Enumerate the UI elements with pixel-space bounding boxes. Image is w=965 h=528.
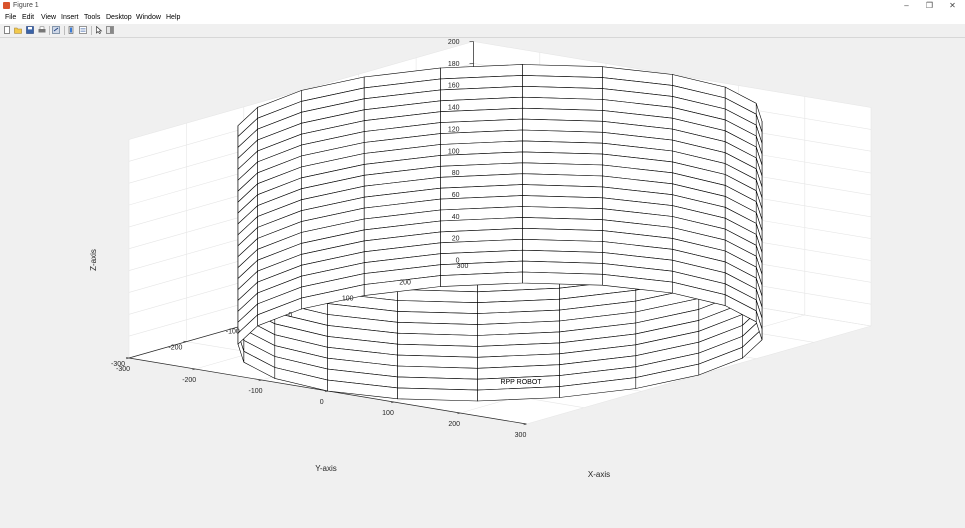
x-tick-label: -200 xyxy=(182,377,196,384)
title-bar: Figure 1 – ❐ ✕ xyxy=(0,0,965,12)
plot-tools-icon[interactable] xyxy=(106,26,114,34)
z-tick-label: 0 xyxy=(456,258,460,265)
tick-labels: -300-200-1000100200300-300-200-100010020… xyxy=(111,39,526,439)
z-tick-label: 120 xyxy=(448,126,460,133)
surface-patch xyxy=(397,387,478,402)
open-file-icon[interactable] xyxy=(14,26,22,34)
menu-view[interactable]: View xyxy=(41,14,57,21)
new-figure-icon[interactable] xyxy=(3,26,11,34)
x-tick xyxy=(523,423,527,426)
restore-button[interactable]: ❐ xyxy=(925,1,934,10)
x-tick xyxy=(457,412,461,415)
axes-3d[interactable]: -300-200-1000100200300-300-200-100010020… xyxy=(0,38,965,523)
z-tick-label: 200 xyxy=(448,39,460,46)
menu-bar: File Edit View Insert Tools Desktop Wind… xyxy=(0,12,965,33)
y-tick-label: -200 xyxy=(168,345,182,352)
toolbar-separator xyxy=(91,26,92,35)
x-tick-label: 200 xyxy=(448,421,460,428)
z-tick-label: 60 xyxy=(452,192,460,199)
x-tick-label: -300 xyxy=(116,366,130,373)
z-tick-label: 20 xyxy=(452,236,460,243)
toolbar-separator xyxy=(49,26,50,35)
z-tick-label: 140 xyxy=(448,105,460,112)
surface-patch xyxy=(724,294,757,323)
cylinder-surface xyxy=(237,64,763,402)
y-tick-label: 100 xyxy=(342,296,354,303)
print-icon[interactable] xyxy=(38,26,46,34)
surface-patch xyxy=(522,271,603,286)
figure-toolbar xyxy=(0,24,965,38)
menu-edit[interactable]: Edit xyxy=(22,14,35,21)
z-tick-label: 160 xyxy=(448,83,460,90)
close-button[interactable]: ✕ xyxy=(949,1,956,10)
x-tick xyxy=(391,401,395,404)
export-icon[interactable] xyxy=(52,26,60,34)
z-axis-label: Z-axis xyxy=(89,249,98,271)
menu-desktop[interactable]: Desktop xyxy=(106,14,132,21)
y-axis-label: Y-axis xyxy=(315,464,337,473)
chart-title: RPP ROBOT xyxy=(500,379,542,386)
y-tick-label: -100 xyxy=(226,328,240,335)
x-tick-label: 300 xyxy=(515,432,527,439)
y-tick-label: 0 xyxy=(288,312,292,319)
z-tick-label: 100 xyxy=(448,148,460,155)
y-tick-label: 200 xyxy=(399,279,411,286)
menu-tools[interactable]: Tools xyxy=(84,14,101,21)
window-title: Figure 1 xyxy=(13,2,39,9)
figure-canvas[interactable]: -300 -200 -100 0 100 200 300 -300 -200 -100 0 100 20… xyxy=(0,38,965,523)
pointer-icon[interactable] xyxy=(95,26,103,34)
save-icon[interactable] xyxy=(26,26,34,34)
insert-legend-icon[interactable] xyxy=(79,26,87,34)
x-tick xyxy=(192,368,196,371)
z-tick-label: 80 xyxy=(452,170,460,177)
z-tick-label: 180 xyxy=(448,61,460,68)
x-tick-label: -100 xyxy=(248,388,262,395)
insert-colorbar-icon[interactable] xyxy=(67,26,75,34)
y-tick xyxy=(183,340,187,342)
minimize-button[interactable]: – xyxy=(904,1,909,10)
x-tick-label: 0 xyxy=(320,399,324,406)
menu-window[interactable]: Window xyxy=(136,14,161,21)
x-axis-label: X-axis xyxy=(588,470,610,479)
y-tick-label: 300 xyxy=(457,263,469,270)
menu-file[interactable]: File xyxy=(5,14,17,21)
z-tick-label: 40 xyxy=(452,214,460,221)
menu-insert[interactable]: Insert xyxy=(61,14,79,21)
menu-help[interactable]: Help xyxy=(166,14,181,21)
y-tick xyxy=(125,357,130,359)
toolbar-separator xyxy=(64,26,65,35)
x-tick xyxy=(258,379,262,382)
matlab-figure-icon xyxy=(3,2,10,9)
x-tick-label: 100 xyxy=(382,410,394,417)
y-tick-label: -300 xyxy=(111,361,125,368)
